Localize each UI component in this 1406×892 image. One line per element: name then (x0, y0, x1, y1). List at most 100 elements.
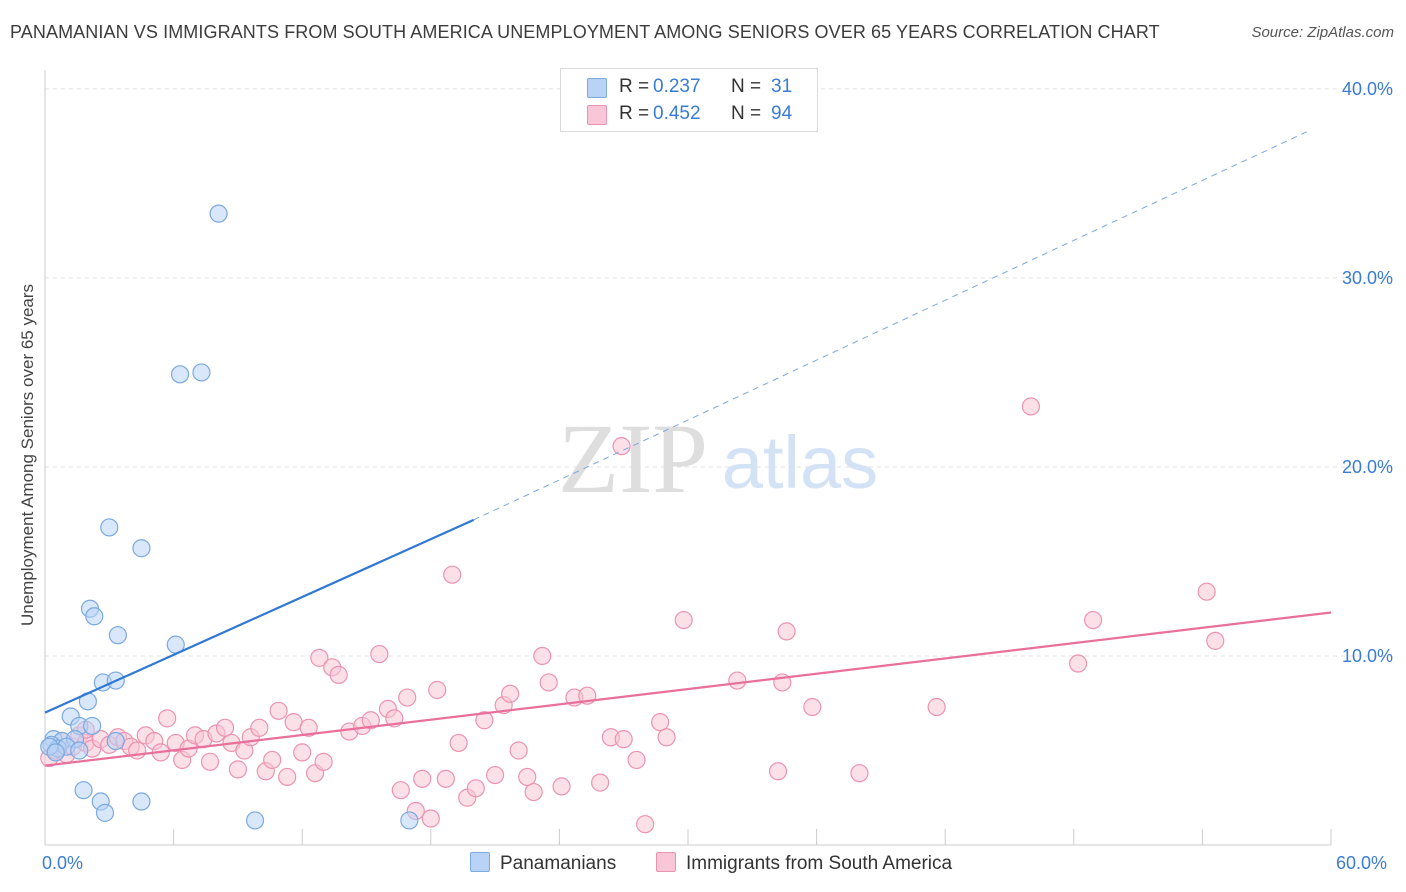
legend-n-label: N = (731, 76, 762, 97)
legend-swatch-blue (587, 78, 607, 98)
data-point-immigrants (533, 646, 552, 666)
data-point-immigrants (391, 781, 410, 800)
data-point-immigrants (428, 680, 447, 700)
watermark: ZIP atlas (558, 403, 878, 514)
data-point-panamanians (400, 811, 419, 830)
data-point-immigrants (501, 684, 520, 703)
data-point-immigrants (443, 565, 462, 584)
data-point-immigrants (1068, 654, 1088, 673)
trend-layer (44, 130, 1332, 767)
stats-legend: R = 0.237 N = 31 R = 0.452 N = 94 (560, 68, 818, 132)
data-point-immigrants (850, 764, 869, 783)
legend-r-label: R = (619, 103, 650, 124)
chart-title: PANAMANIAN VS IMMIGRANTS FROM SOUTH AMER… (10, 22, 1160, 42)
data-point-immigrants (803, 697, 822, 717)
grid-layer (45, 88, 1391, 657)
watermark-atlas: atlas (722, 421, 878, 504)
data-point-immigrants (1206, 631, 1225, 650)
data-point-immigrants (674, 610, 693, 630)
points-layer (40, 204, 1225, 834)
data-point-panamanians (170, 365, 190, 384)
data-point-immigrants (552, 777, 571, 796)
data-point-immigrants (310, 648, 329, 667)
data-point-immigrants (314, 752, 333, 771)
legend-swatch-pink (587, 105, 607, 125)
data-point-immigrants (768, 762, 788, 781)
data-point-immigrants (250, 718, 269, 737)
data-point-panamanians (85, 607, 104, 626)
data-point-panamanians (74, 781, 93, 800)
data-point-immigrants (299, 718, 318, 737)
data-point-immigrants (612, 437, 631, 456)
legend-n-value: 94 (771, 103, 793, 124)
data-point-immigrants (449, 733, 468, 753)
data-point-immigrants (263, 750, 282, 770)
data-point-immigrants (524, 782, 543, 802)
bottom-legend-panamanians: Panamanians (470, 852, 616, 875)
data-point-panamanians (209, 204, 228, 223)
data-point-immigrants (200, 752, 220, 771)
data-point-immigrants (1197, 582, 1216, 601)
legend-n-value: 31 (771, 76, 793, 97)
legend-r-label: R = (619, 76, 650, 97)
source-label: Source: ZipAtlas.com (1251, 24, 1394, 41)
data-point-panamanians (83, 716, 102, 736)
data-point-immigrants (413, 769, 432, 788)
x-tick-label-max: 60.0% (1336, 853, 1388, 873)
data-point-immigrants (486, 765, 505, 785)
data-point-immigrants (398, 688, 417, 707)
data-point-immigrants (215, 718, 235, 737)
data-point-immigrants (636, 815, 655, 834)
data-point-panamanians (108, 626, 127, 645)
data-point-immigrants (361, 711, 380, 730)
data-point-immigrants (436, 769, 455, 788)
data-point-panamanians (245, 811, 265, 830)
data-point-panamanians (95, 803, 115, 822)
data-point-immigrants (1083, 610, 1103, 630)
watermark-zip: ZIP (558, 403, 708, 514)
data-point-immigrants (518, 767, 537, 787)
data-point-panamanians (192, 363, 211, 382)
y-tick-label: 30.0% (1342, 268, 1393, 288)
data-point-immigrants (158, 709, 177, 728)
data-point-immigrants (728, 671, 747, 690)
trend-line-panamanians (44, 518, 475, 714)
y-tick-label: 40.0% (1342, 79, 1393, 99)
data-point-immigrants (614, 730, 633, 749)
bottom-legend-label: Panamanians (500, 853, 617, 874)
y-tick-label: 10.0% (1342, 646, 1393, 666)
bottom-legend-swatch-pink (656, 852, 676, 872)
data-point-immigrants (421, 809, 440, 828)
data-point-immigrants (329, 665, 348, 684)
data-point-immigrants (627, 750, 646, 770)
data-point-immigrants (927, 697, 946, 717)
data-point-immigrants (657, 728, 676, 747)
data-point-panamanians (70, 741, 89, 760)
data-point-immigrants (777, 622, 796, 641)
trend-line-immigrants (44, 611, 1332, 767)
y-tick-labels: 10.0% 20.0% 30.0% 40.0% (1342, 79, 1393, 666)
bottom-legend-immigrants: Immigrants from South America (656, 852, 952, 875)
data-point-immigrants (278, 767, 297, 787)
legend-r-value: 0.237 (653, 76, 701, 97)
data-point-immigrants (651, 713, 670, 732)
legend-r-value: 0.452 (653, 103, 701, 124)
bottom-legend-label: Immigrants from South America (686, 853, 953, 874)
data-point-immigrants (509, 741, 528, 760)
data-point-immigrants (466, 779, 485, 798)
data-point-panamanians (100, 518, 119, 537)
data-point-immigrants (370, 644, 389, 664)
data-point-panamanians (132, 539, 151, 558)
bottom-legend-swatch-blue (470, 852, 490, 872)
data-point-panamanians (106, 731, 125, 751)
x-tick-label-min: 0.0% (42, 853, 84, 873)
y-tick-label: 20.0% (1342, 457, 1393, 477)
data-point-immigrants (293, 743, 312, 762)
data-point-panamanians (46, 743, 65, 762)
legend-n-label: N = (731, 103, 762, 124)
axis-layer (44, 70, 1332, 846)
data-point-immigrants (539, 673, 558, 692)
data-point-immigrants (591, 773, 610, 792)
data-point-immigrants (475, 711, 494, 730)
data-point-panamanians (132, 792, 151, 811)
